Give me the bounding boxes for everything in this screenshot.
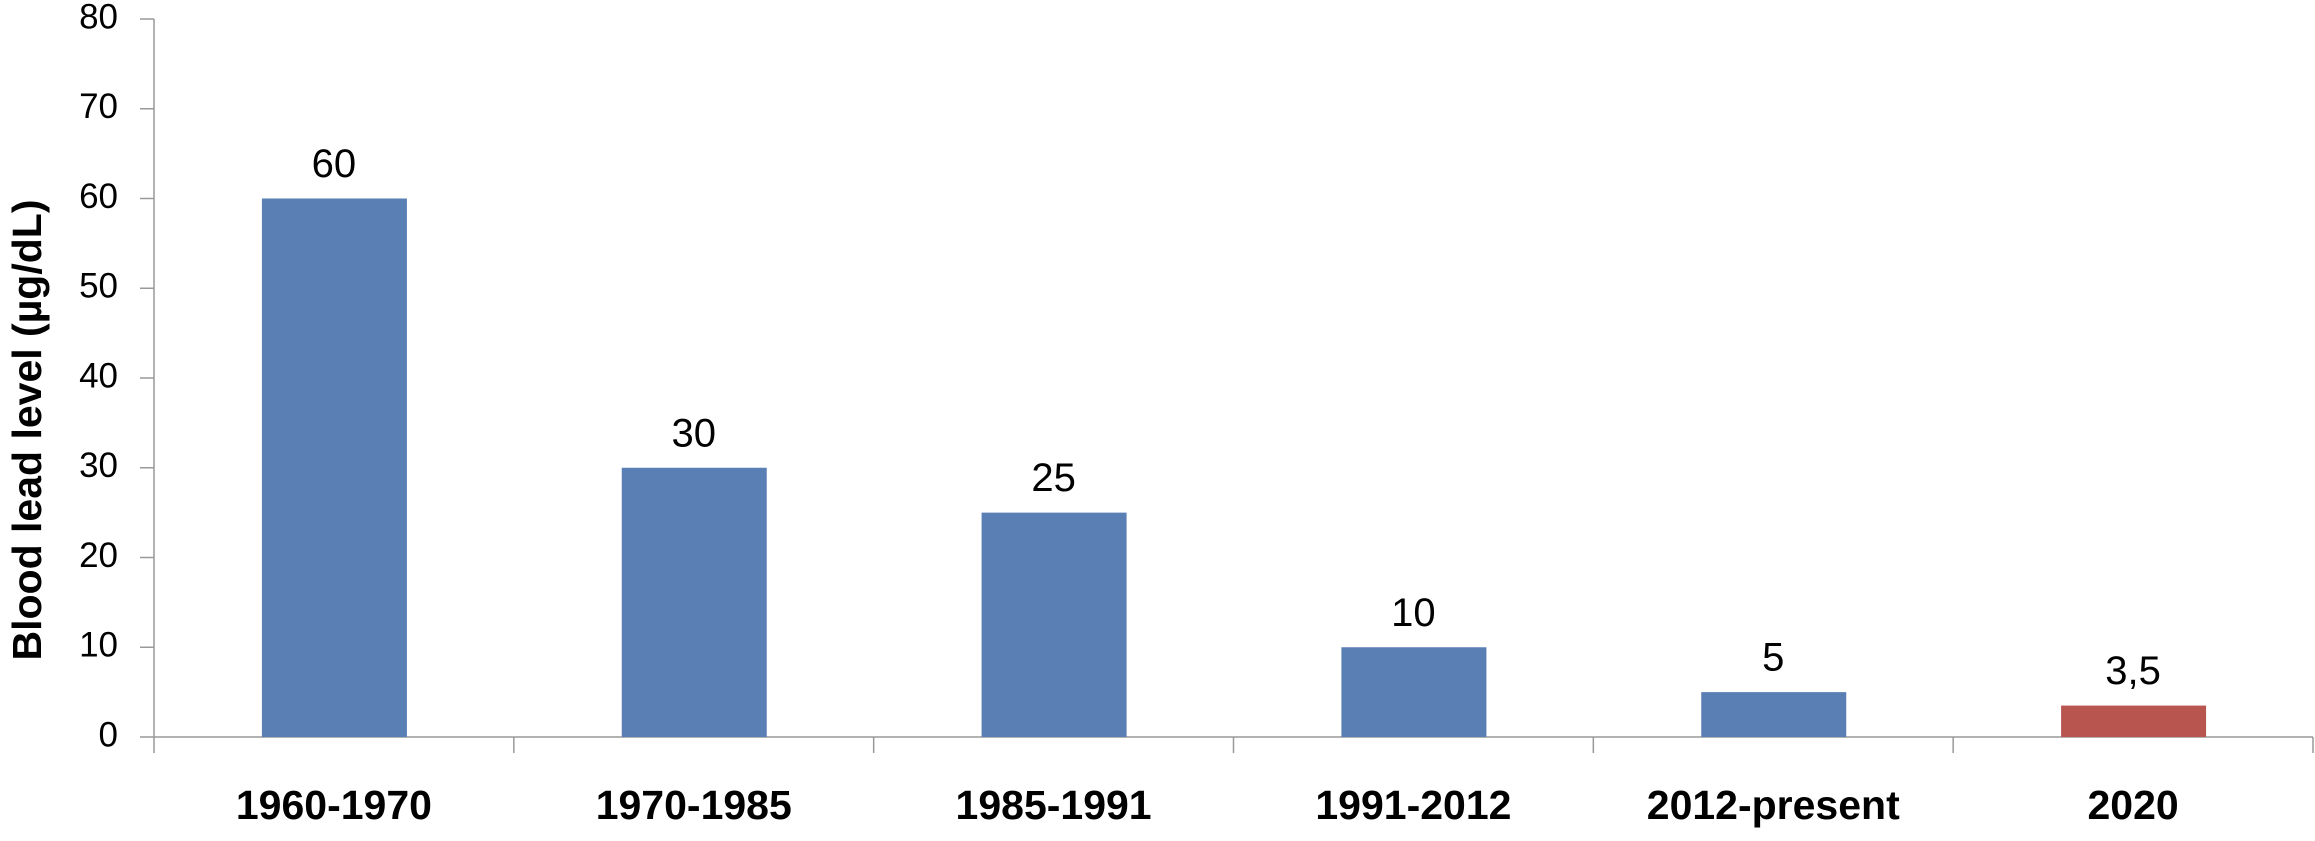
y-tick-label: 30 [79,446,118,485]
x-tick-label: 1991-2012 [1315,782,1511,828]
y-axis-label: Blood lead level (µg/dL) [4,200,50,661]
bar [1701,692,1847,737]
value-label: 10 [1391,591,1436,635]
y-tick-label: 10 [79,626,118,665]
bar [621,467,767,737]
x-tick-label: 1960-1970 [236,782,432,828]
x-tick-label: 2020 [2087,782,2178,828]
y-tick-label: 80 [79,0,118,36]
bar [2061,705,2207,737]
y-tick-label: 40 [79,356,118,395]
value-label: 3,5 [2105,649,2161,693]
bar [981,512,1127,737]
value-label: 30 [672,411,717,455]
x-tick-label: 1970-1985 [596,782,792,828]
y-tick-label: 0 [99,715,118,754]
value-label: 25 [1031,456,1076,500]
value-label: 5 [1762,636,1784,680]
y-tick-label: 50 [79,267,118,306]
y-tick-label: 20 [79,536,118,575]
bar [261,198,407,737]
y-tick-label: 60 [79,177,118,216]
bar [1341,647,1487,737]
y-tick-label: 70 [79,87,118,126]
x-tick-label: 2012-present [1647,782,1900,828]
x-tick-label: 1985-1991 [956,782,1152,828]
value-label: 60 [312,142,357,186]
